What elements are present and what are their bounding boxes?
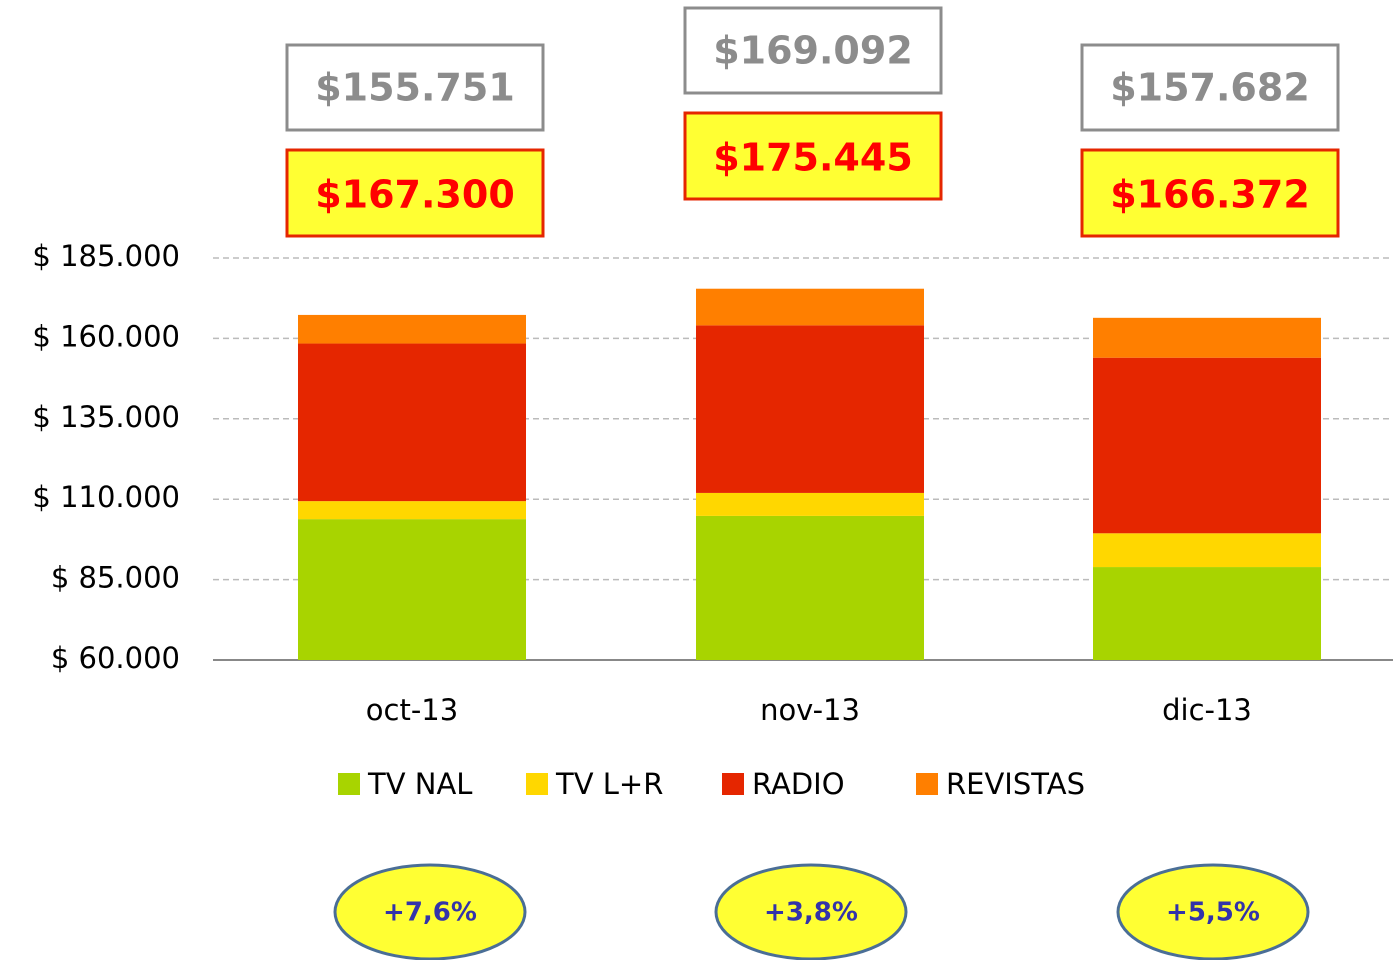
x-tick-label: dic-13	[1162, 693, 1252, 727]
bar-segment	[696, 492, 924, 516]
legend-swatch	[722, 773, 744, 795]
previous-total-box	[1080, 43, 1340, 132]
legend-swatch	[916, 773, 938, 795]
legend-swatch	[338, 773, 360, 795]
legend-label: RADIO	[752, 767, 845, 801]
legend-label: TV NAL	[367, 767, 472, 801]
growth-ellipse	[333, 863, 527, 960]
legend-label: REVISTAS	[946, 767, 1085, 801]
bar-segment	[696, 325, 924, 493]
bar-segment	[1093, 533, 1321, 568]
total-box	[683, 111, 943, 201]
bar-segment	[298, 314, 526, 344]
bar-segment	[1093, 567, 1321, 660]
previous-total: $169.092	[713, 29, 913, 73]
y-tick-label: $ 160.000	[32, 319, 180, 353]
growth: +3,8%	[764, 898, 858, 928]
y-tick-label: $ 135.000	[32, 400, 180, 434]
previous-total-box	[683, 6, 943, 95]
legend-label: TV L+R	[555, 767, 663, 801]
bar-segment	[1093, 357, 1321, 534]
total: $167.300	[315, 173, 515, 217]
growth: +5,5%	[1166, 898, 1260, 928]
x-tick-label: oct-13	[366, 693, 458, 727]
bar-segment	[298, 519, 526, 660]
y-tick-label: $ 60.000	[51, 641, 180, 675]
previous-total-box	[285, 43, 545, 132]
total: $166.372	[1110, 173, 1310, 217]
y-tick-label: $ 110.000	[32, 480, 180, 514]
growth-ellipse	[714, 863, 908, 960]
growth: +7,6%	[383, 898, 477, 928]
bar-segment	[1093, 317, 1321, 358]
legend-swatch	[526, 773, 548, 795]
growth-ellipse	[1116, 863, 1310, 960]
previous-total: $157.682	[1110, 66, 1310, 110]
previous-total: $155.751	[315, 66, 515, 110]
y-tick-label: $ 85.000	[51, 561, 180, 595]
total-box	[285, 148, 545, 238]
bar-segment	[696, 288, 924, 326]
x-tick-label: nov-13	[760, 693, 860, 727]
total-box	[1080, 148, 1340, 238]
bar-segment	[298, 343, 526, 502]
y-tick-label: $ 185.000	[32, 239, 180, 273]
bar-segment	[298, 501, 526, 520]
total: $175.445	[713, 136, 913, 180]
bar-segment	[696, 515, 924, 660]
